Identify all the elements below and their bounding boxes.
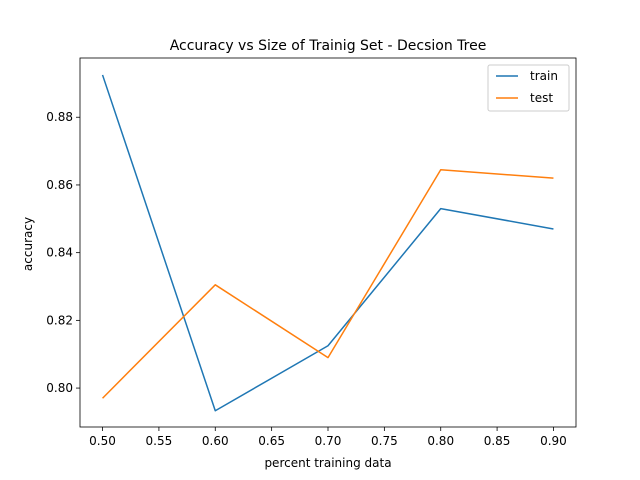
- legend-label-test: test: [530, 91, 553, 105]
- series-line-test: [102, 168, 554, 399]
- x-axis-label: percent training data: [264, 456, 391, 470]
- x-tick-label: 0.85: [484, 434, 511, 448]
- chart-title: Accuracy vs Size of Trainig Set - Decsio…: [170, 38, 487, 54]
- y-tick-label: 0.88: [46, 110, 73, 124]
- x-tick-label: 0.80: [427, 434, 454, 448]
- y-tick-label: 0.86: [46, 178, 73, 192]
- legend-label-train: train: [530, 69, 558, 83]
- x-tick-label: 0.90: [540, 434, 567, 448]
- y-tick-label: 0.82: [46, 313, 73, 327]
- plot-area: 0.50 0.55 0.60 0.65 0.70 0.75 0.80 0.85 0.90 0.80…: [46, 57, 577, 448]
- x-tick-label: 0.65: [258, 434, 285, 448]
- x-tick-label: 0.55: [146, 434, 173, 448]
- x-tick-label: 0.50: [89, 434, 116, 448]
- x-tick-label: 0.75: [371, 434, 398, 448]
- x-tick-label: 0.60: [202, 434, 229, 448]
- series-line-train: [101, 74, 554, 412]
- y-tick-label: 0.84: [46, 246, 73, 260]
- y-axis-label: accuracy: [21, 217, 35, 271]
- x-tick-label: 0.70: [315, 434, 342, 448]
- y-tick-label: 0.80: [46, 381, 73, 395]
- legend: train test: [487, 64, 570, 112]
